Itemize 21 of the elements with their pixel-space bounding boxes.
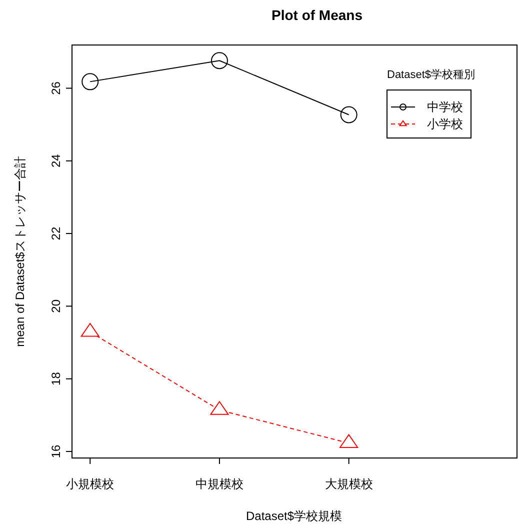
- x-axis-title: Dataset$学校規模: [246, 509, 342, 523]
- y-tick-label: 24: [49, 154, 63, 168]
- legend-title: Dataset$学校種別: [387, 68, 476, 81]
- legend-label: 中学校: [427, 100, 463, 114]
- y-tick-label: 22: [49, 226, 63, 240]
- y-tick-label: 20: [49, 299, 63, 313]
- point: [340, 106, 358, 124]
- y-tick-label: 26: [49, 81, 63, 95]
- point: [340, 434, 358, 448]
- point: [80, 323, 100, 337]
- x-tick-label: 小規模校: [66, 477, 114, 491]
- point: [210, 52, 228, 70]
- x-tick-label: 大規模校: [324, 477, 373, 491]
- y-tick-label: 18: [49, 372, 63, 386]
- chart-title: Plot of Means: [271, 7, 363, 23]
- y-axis-title: mean of Dataset$ストレッサー合計: [13, 156, 27, 347]
- legend-label: 小学校: [427, 117, 463, 131]
- point: [210, 401, 229, 415]
- y-tick-label: 16: [49, 444, 63, 458]
- x-tick-label: 中規模校: [195, 477, 244, 491]
- point: [82, 73, 99, 90]
